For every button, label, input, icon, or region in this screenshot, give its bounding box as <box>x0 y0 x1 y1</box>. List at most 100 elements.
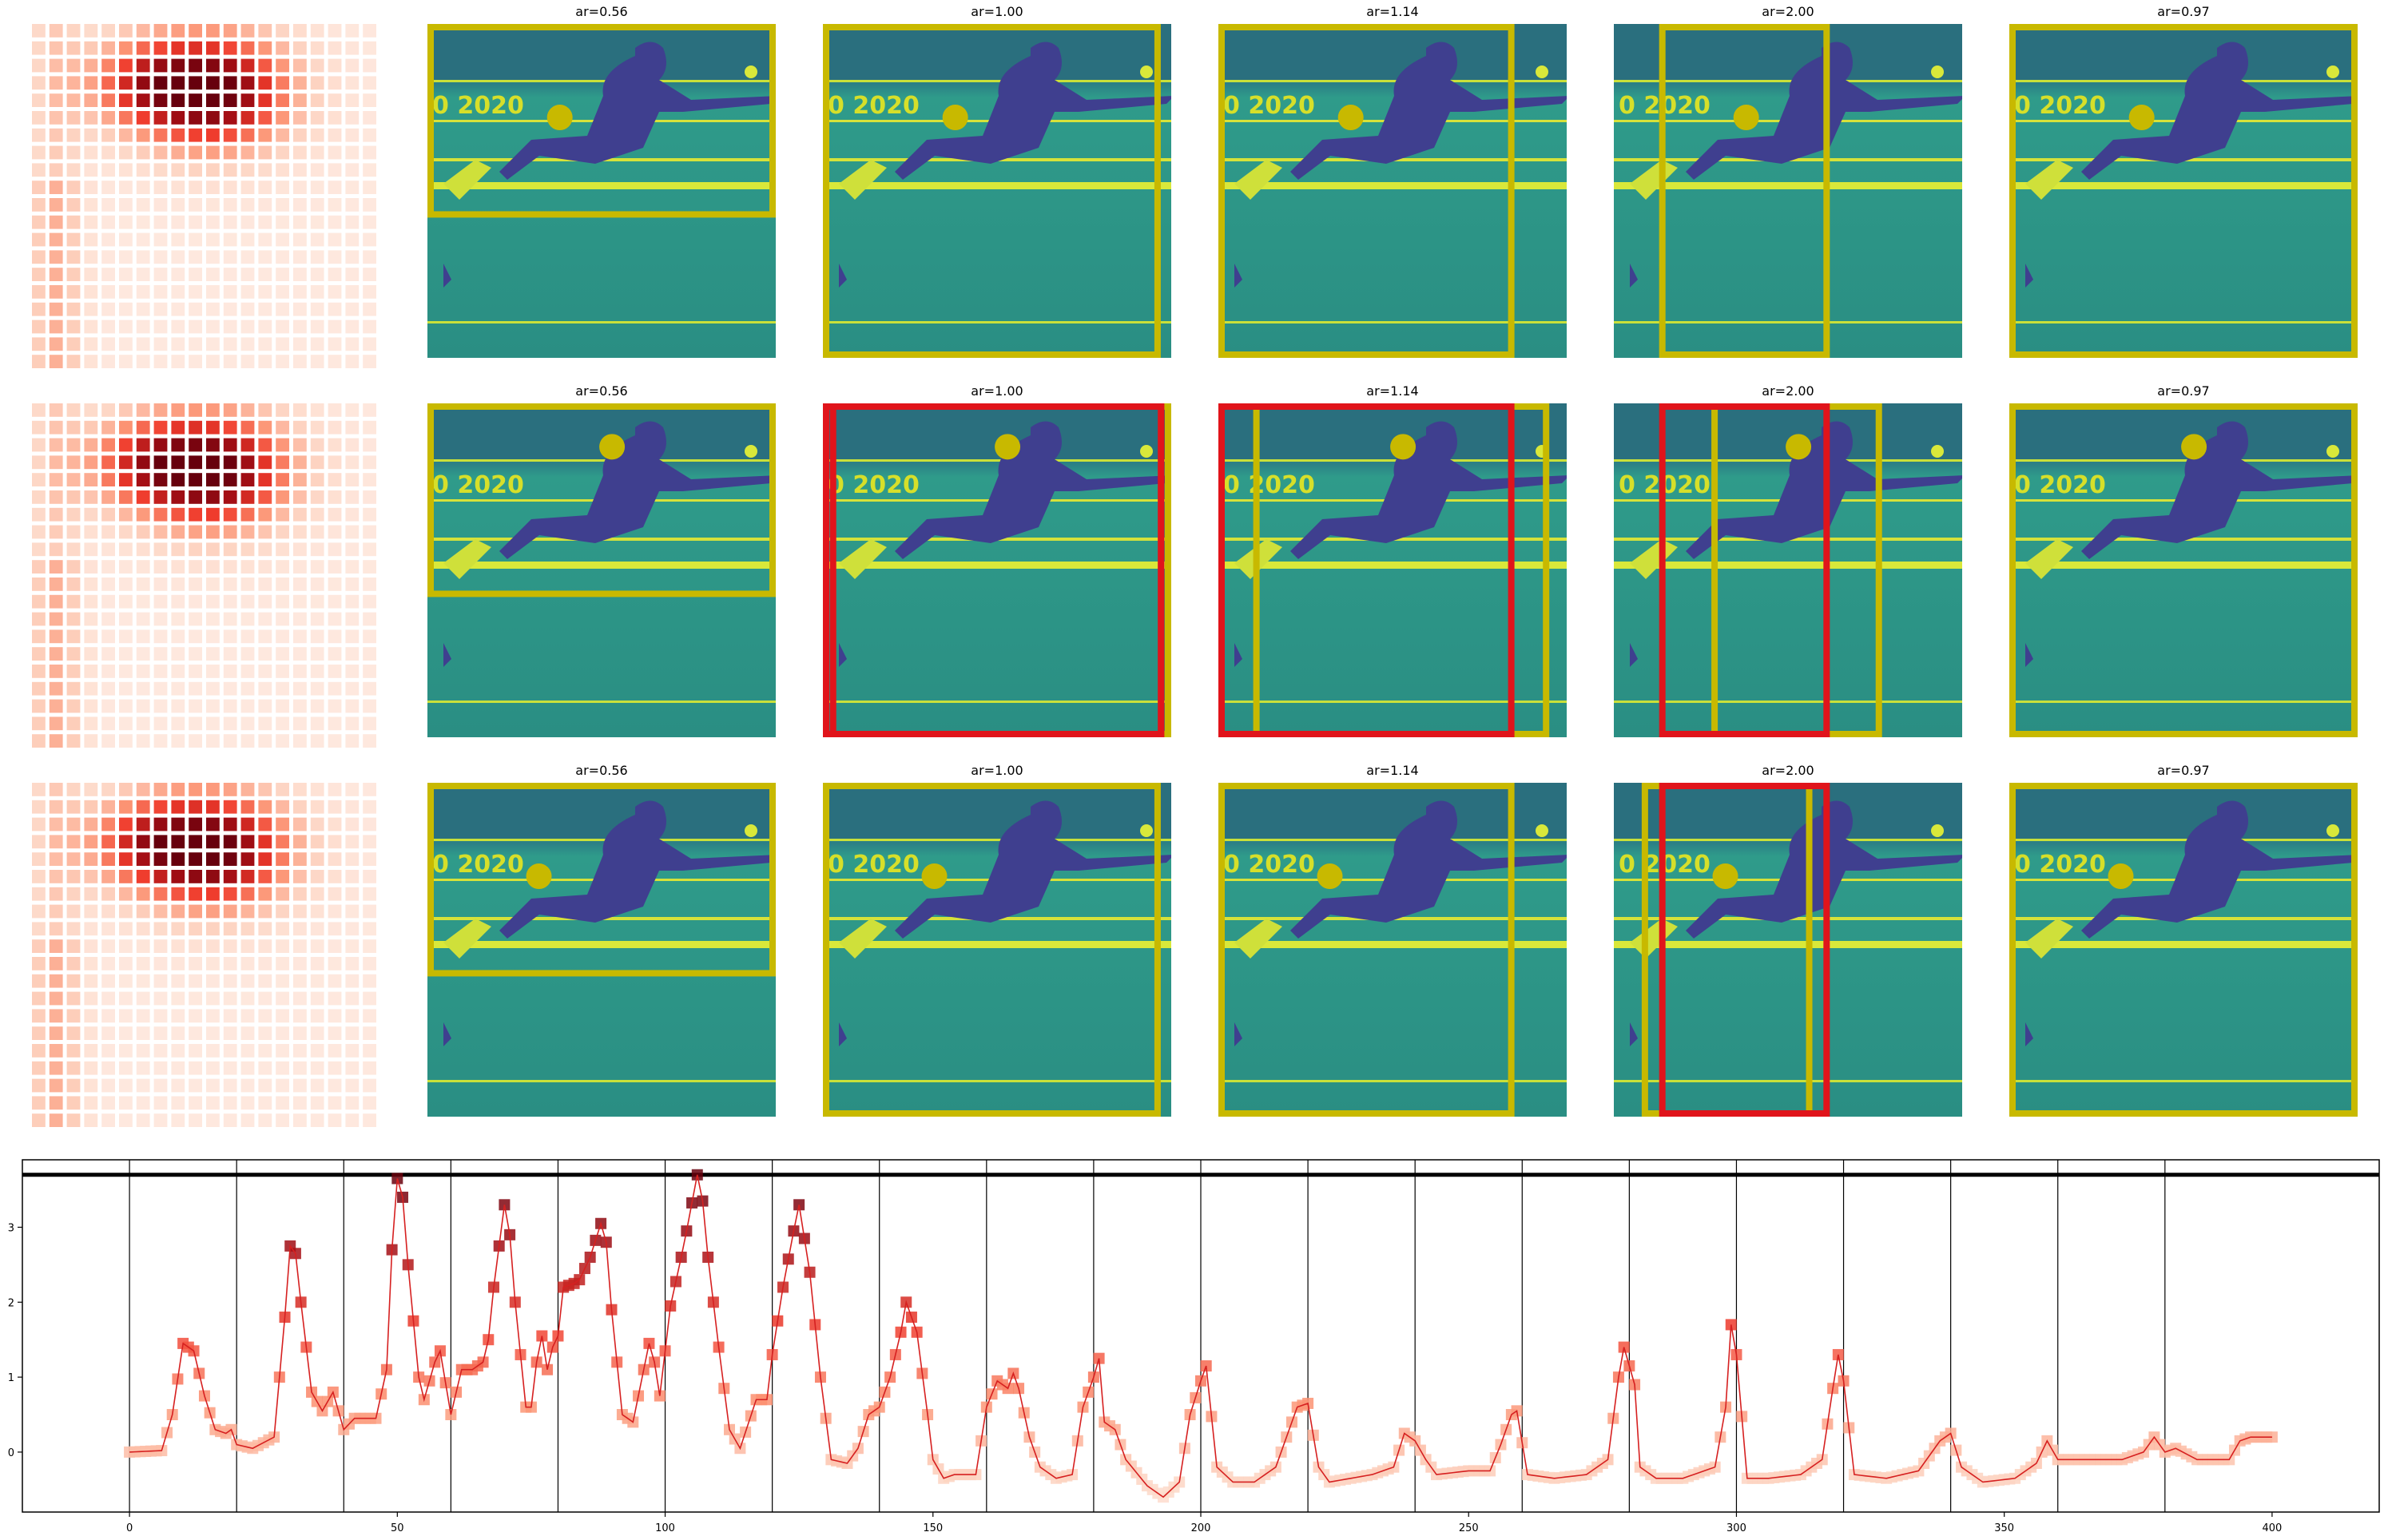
heatmap-cell <box>293 1078 307 1093</box>
heatmap-cell <box>363 904 376 919</box>
heatmap-cell <box>84 473 98 486</box>
heatmap-cell <box>66 542 81 557</box>
heatmap-cell <box>84 268 98 281</box>
heatmap-cell <box>328 1113 342 1127</box>
heatmap-cell <box>153 232 168 247</box>
heatmap-cell <box>293 904 307 919</box>
heatmap-cell <box>153 355 168 368</box>
heatmap-cell <box>153 250 168 264</box>
panel-title: ar=2.00 <box>1762 4 1814 19</box>
heatmap-cell <box>345 734 360 748</box>
heatmap-cell <box>293 24 307 38</box>
heatmap-cell <box>189 991 202 1006</box>
heatmap-cell <box>136 111 150 125</box>
heatmap-cell <box>328 939 342 953</box>
heatmap-cell <box>276 734 289 748</box>
heatmap-cell <box>240 473 255 486</box>
heatmap-cell <box>363 250 376 264</box>
heatmap-cell <box>345 76 360 90</box>
keypoint-marker <box>2108 863 2134 890</box>
heatmap-cell <box>310 734 324 748</box>
heatmap-cell <box>32 355 46 368</box>
heatmap-cell <box>223 870 237 883</box>
heatmap-cell <box>153 681 168 696</box>
heatmap-cell <box>66 560 81 574</box>
heatmap-cell <box>189 420 202 435</box>
heatmap-cell <box>240 887 255 901</box>
heatmap-cell <box>276 957 289 970</box>
heatmap-cell <box>153 1061 168 1075</box>
heatmap-cell <box>189 681 202 696</box>
heatmap-cell <box>84 1113 98 1127</box>
heatmap-cell <box>136 198 150 212</box>
heatmap-cell <box>240 302 255 316</box>
heatmap-cell <box>119 665 133 678</box>
heatmap-cell <box>310 525 324 539</box>
heatmap-cell <box>258 41 272 55</box>
heatmap-cell <box>32 734 46 748</box>
heatmap-cell <box>310 198 324 212</box>
heatmap-cell <box>276 542 289 557</box>
heatmap-cell <box>240 525 255 539</box>
heatmap-cell <box>258 455 272 470</box>
heatmap-cell <box>84 41 98 55</box>
heatmap-cell <box>189 268 202 281</box>
heatmap-cell <box>101 128 115 142</box>
heatmap-cell <box>206 629 220 644</box>
heatmap-cell <box>206 887 220 901</box>
heatmap-cell <box>328 268 342 281</box>
heatmap-cell <box>32 490 46 504</box>
heatmap-cell <box>136 699 150 713</box>
heatmap-cell <box>206 473 220 486</box>
yellow-box <box>2009 783 2358 1117</box>
heatmap-cell <box>136 578 150 591</box>
heatmap-cell <box>101 93 115 107</box>
image-panel: ar=0.56 <box>427 383 776 737</box>
heatmap-cell <box>258 665 272 678</box>
heatmap-cell <box>293 1044 307 1058</box>
heatmap-cell <box>119 1026 133 1040</box>
heatmap-cell <box>153 542 168 557</box>
heatmap-cell <box>276 181 289 194</box>
heatmap-cell <box>101 111 115 125</box>
heatmap-cell <box>206 1026 220 1040</box>
heatmap-cell <box>240 681 255 696</box>
heatmap-cell <box>293 1026 307 1040</box>
heatmap-cell <box>328 835 342 849</box>
heatmap-cell <box>136 1078 150 1093</box>
heatmap-cell <box>240 974 255 988</box>
y-tick-label: 0 <box>8 1447 14 1459</box>
heatmap-cell <box>189 302 202 316</box>
heatmap-cell <box>363 991 376 1006</box>
heatmap-cell <box>32 337 46 351</box>
heatmap-cell <box>136 716 150 731</box>
heatmap-cell <box>153 1009 168 1023</box>
heatmap-cell <box>345 285 360 299</box>
heatmap-cell <box>153 420 168 435</box>
heatmap-cell <box>32 128 46 142</box>
heatmap-cell <box>136 1113 150 1127</box>
heatmap-cell <box>153 560 168 574</box>
heatmap-cell <box>136 525 150 539</box>
heatmap-cell <box>153 699 168 713</box>
heatmap-cell <box>84 665 98 678</box>
heatmap-cell <box>223 974 237 988</box>
heatmap-cell <box>119 285 133 299</box>
heatmap-cell <box>119 852 133 866</box>
heatmap-cell <box>240 58 255 73</box>
heatmap-cell <box>258 198 272 212</box>
heatmap-cell <box>345 681 360 696</box>
heatmap-cell <box>363 473 376 486</box>
heatmap-cell <box>293 699 307 713</box>
heatmap-cell <box>310 145 324 160</box>
heatmap-cell <box>32 716 46 731</box>
heatmap-cell <box>189 111 202 125</box>
heatmap-cell <box>328 24 342 38</box>
heatmap-cell <box>345 887 360 901</box>
heatmap-cell <box>66 403 81 417</box>
heatmap-cell <box>84 181 98 194</box>
heatmap-cell <box>171 629 185 644</box>
heatmap-cell <box>101 355 115 368</box>
heatmap-cell <box>66 268 81 281</box>
yellow-box <box>1659 24 1830 358</box>
